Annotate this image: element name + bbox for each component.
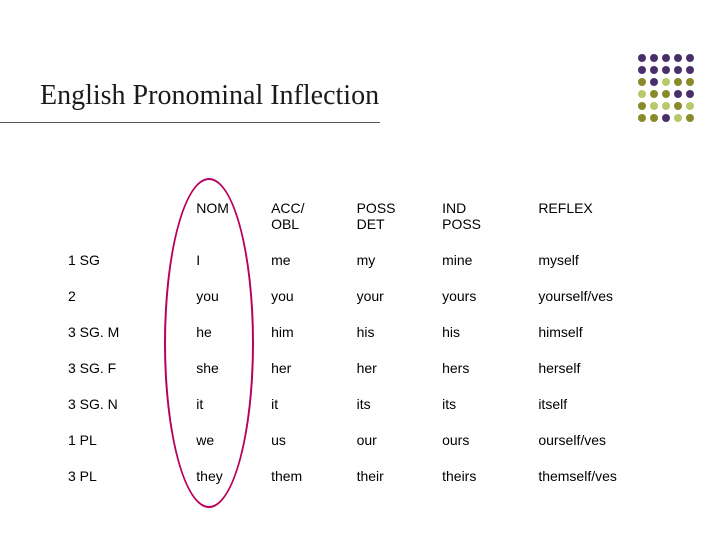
cell-label: 2	[60, 278, 188, 314]
cell-label: 3 SG. F	[60, 350, 188, 386]
cell-indposs: his	[434, 314, 530, 350]
cell-label: 3 SG. N	[60, 386, 188, 422]
table-row: 3 SG. Fsheherherhersherself	[60, 350, 680, 386]
cell-possdet: my	[349, 242, 435, 278]
cell-label: 1 PL	[60, 422, 188, 458]
cell-nom: they	[188, 458, 263, 494]
cell-nom: we	[188, 422, 263, 458]
cell-acc: them	[263, 458, 349, 494]
corner-dots	[634, 54, 694, 126]
cell-reflex: ourself/ves	[530, 422, 680, 458]
cell-nom: it	[188, 386, 263, 422]
table-body: 1 SGImemyminemyself2youyouyouryoursyours…	[60, 242, 680, 494]
cell-possdet: its	[349, 386, 435, 422]
cell-acc: us	[263, 422, 349, 458]
header-indposs: INDPOSS	[434, 190, 530, 242]
header-acc: ACC/OBL	[263, 190, 349, 242]
cell-indposs: theirs	[434, 458, 530, 494]
cell-nom: I	[188, 242, 263, 278]
cell-acc: you	[263, 278, 349, 314]
cell-indposs: yours	[434, 278, 530, 314]
header-rowlabel	[60, 190, 188, 242]
cell-nom: you	[188, 278, 263, 314]
cell-nom: he	[188, 314, 263, 350]
header-possdet: POSSDET	[349, 190, 435, 242]
header-reflex: REFLEX	[530, 190, 680, 242]
cell-reflex: herself	[530, 350, 680, 386]
cell-reflex: itself	[530, 386, 680, 422]
cell-acc: me	[263, 242, 349, 278]
pronoun-table-container: NOM ACC/OBL POSSDET INDPOSS REFLEX 1 SGI…	[60, 190, 680, 494]
pronoun-table: NOM ACC/OBL POSSDET INDPOSS REFLEX 1 SGI…	[60, 190, 680, 494]
cell-acc: him	[263, 314, 349, 350]
header-nom: NOM	[188, 190, 263, 242]
cell-acc: her	[263, 350, 349, 386]
cell-possdet: our	[349, 422, 435, 458]
cell-indposs: mine	[434, 242, 530, 278]
table-row: 3 SG. Nitititsitsitself	[60, 386, 680, 422]
cell-label: 3 PL	[60, 458, 188, 494]
slide-title: English Pronominal Inflection	[40, 80, 379, 112]
table-row: 3 SG. Mhehimhishishimself	[60, 314, 680, 350]
title-underline	[0, 122, 380, 123]
table-row: 2youyouyouryoursyourself/ves	[60, 278, 680, 314]
cell-indposs: its	[434, 386, 530, 422]
cell-reflex: themself/ves	[530, 458, 680, 494]
table-row: 1 PLweusouroursourself/ves	[60, 422, 680, 458]
table-row: 1 SGImemyminemyself	[60, 242, 680, 278]
cell-label: 1 SG	[60, 242, 188, 278]
cell-reflex: myself	[530, 242, 680, 278]
cell-possdet: his	[349, 314, 435, 350]
cell-label: 3 SG. M	[60, 314, 188, 350]
cell-possdet: their	[349, 458, 435, 494]
cell-indposs: hers	[434, 350, 530, 386]
cell-nom: she	[188, 350, 263, 386]
cell-reflex: yourself/ves	[530, 278, 680, 314]
cell-indposs: ours	[434, 422, 530, 458]
cell-acc: it	[263, 386, 349, 422]
cell-possdet: your	[349, 278, 435, 314]
table-row: 3 PLtheythemtheirtheirsthemself/ves	[60, 458, 680, 494]
cell-possdet: her	[349, 350, 435, 386]
cell-reflex: himself	[530, 314, 680, 350]
table-header-row: NOM ACC/OBL POSSDET INDPOSS REFLEX	[60, 190, 680, 242]
